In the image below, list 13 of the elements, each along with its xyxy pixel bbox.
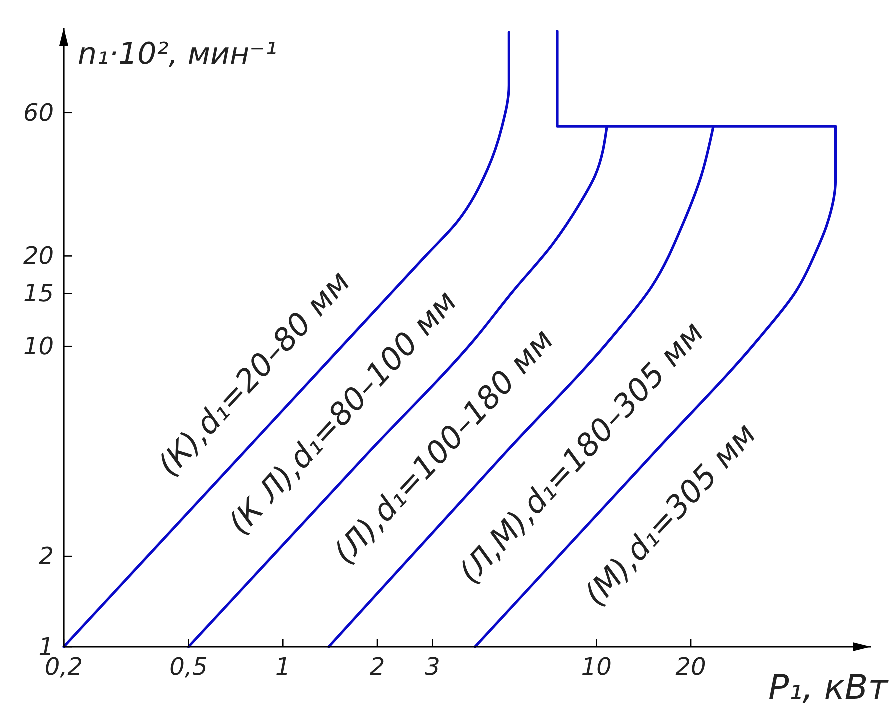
- y-tick-label: 10: [23, 332, 54, 361]
- y-tick-label: 15: [23, 280, 54, 308]
- y-axis-title: n₁·10², мин⁻¹: [78, 37, 278, 72]
- x-tick-label: 10: [581, 653, 612, 681]
- x-tick-label: 0,5: [170, 653, 208, 681]
- x-axis-title: P₁, кВт: [768, 668, 890, 708]
- y-tick-label: 20: [23, 242, 54, 270]
- x-tick-label: 20: [676, 653, 706, 681]
- y-tick-label: 2: [38, 542, 54, 571]
- x-tick-label: 2: [370, 653, 386, 681]
- y-tick-label: 60: [23, 98, 54, 127]
- x-tick-label: 1: [276, 653, 291, 681]
- x-tick-label: 3: [425, 653, 440, 681]
